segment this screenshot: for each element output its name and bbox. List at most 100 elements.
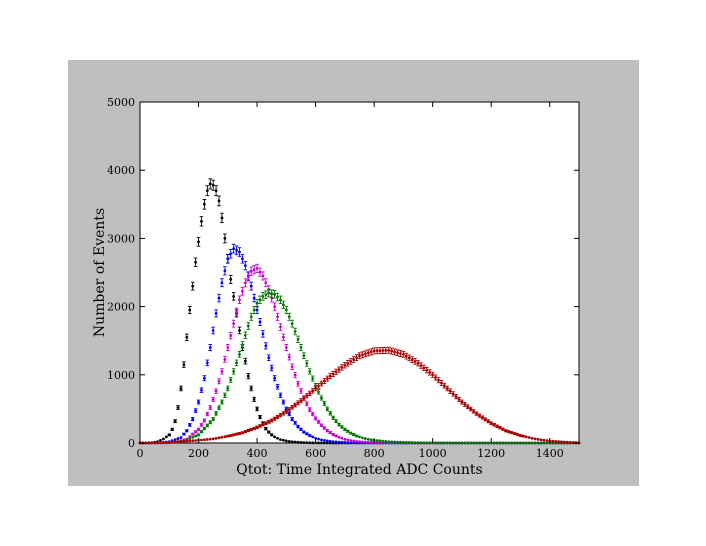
series-3-point	[457, 441, 461, 445]
series-4-point	[252, 426, 256, 431]
series-2-point	[305, 401, 309, 407]
series-4-point	[305, 393, 309, 399]
series-3-point	[348, 431, 353, 435]
series-3-point	[193, 434, 198, 438]
series-1-point	[249, 281, 254, 291]
series-2-point	[214, 388, 218, 394]
series-4-point	[316, 383, 321, 389]
plot-area	[139, 101, 580, 444]
series-0-point	[205, 185, 210, 197]
y-axis-label: Number of Events	[92, 208, 108, 337]
series-1-point	[275, 383, 280, 390]
series-4-point	[430, 371, 435, 378]
series-2-point	[361, 440, 364, 444]
series-4-point	[521, 434, 526, 438]
series-2-point	[231, 319, 236, 328]
series-1-point	[237, 247, 242, 257]
series-0-point	[255, 406, 259, 412]
series-4-point	[179, 440, 183, 443]
series-3-point	[533, 441, 537, 445]
series-3-point	[454, 441, 458, 445]
series-3-point	[275, 292, 280, 302]
series-4-point	[287, 407, 292, 412]
series-4-point	[343, 362, 347, 369]
series-3-point	[437, 441, 440, 445]
series-4-point	[162, 441, 165, 444]
series-4-point	[144, 441, 148, 445]
series-3-point	[205, 423, 210, 428]
series-1-point	[287, 411, 292, 417]
series-4-point	[182, 439, 186, 443]
series-1-point	[240, 254, 245, 264]
series-4-point	[319, 380, 324, 387]
series-3-point	[281, 300, 286, 310]
series-3-point	[299, 344, 303, 352]
series-0-point	[264, 427, 268, 431]
series-4-point	[413, 358, 417, 365]
series-1-point	[269, 364, 274, 372]
series-2-point	[310, 411, 315, 417]
series-3-point	[305, 360, 309, 367]
series-2-point	[252, 265, 256, 275]
series-4-point	[293, 402, 297, 408]
series-3-point	[419, 441, 423, 445]
series-2-point	[208, 405, 213, 410]
series-4-point	[156, 441, 159, 444]
series-3-point	[325, 406, 330, 412]
series-2-point	[340, 436, 344, 440]
series-4-point	[477, 413, 482, 418]
series-0-point	[196, 236, 201, 247]
series-0-point	[220, 212, 224, 224]
series-3-point	[249, 312, 254, 321]
series-2-point	[316, 419, 321, 424]
series-3-point	[217, 405, 221, 411]
series-1-point	[328, 439, 332, 443]
series-3-point	[188, 437, 192, 440]
series-1-point	[281, 399, 286, 405]
series-1-point	[278, 392, 283, 398]
series-0-point	[199, 216, 204, 227]
series-4-point	[328, 373, 333, 380]
series-4-point	[310, 388, 315, 394]
series-3-point	[319, 395, 324, 401]
series-2-point	[199, 423, 204, 427]
series-0-point	[164, 435, 168, 439]
series-0-point	[243, 357, 248, 365]
series-3-point	[460, 441, 464, 445]
series-4-point	[560, 440, 563, 444]
series-3-point	[228, 376, 233, 383]
series-4-point	[313, 385, 318, 392]
series-4-point	[296, 400, 300, 406]
series-3-point	[413, 441, 417, 444]
series-4-point	[194, 439, 198, 442]
series-1-point	[196, 399, 201, 405]
series-3-point	[448, 441, 452, 445]
series-0-point	[308, 441, 312, 445]
series-3-point	[243, 331, 248, 339]
series-1-point	[226, 254, 230, 264]
series-3-point	[202, 426, 207, 431]
series-4-point	[278, 413, 283, 418]
series-1-point	[317, 437, 320, 441]
series-1-point	[331, 440, 335, 444]
series-1-point	[307, 434, 312, 437]
series-3-point	[483, 441, 487, 445]
series-2-point	[220, 368, 224, 375]
series-4-point	[398, 350, 403, 357]
series-2-point	[363, 440, 367, 444]
series-0-point	[249, 385, 254, 392]
series-3-point	[498, 441, 502, 445]
series-0-point	[258, 415, 262, 420]
series-1-point	[211, 326, 215, 335]
series-1-point	[223, 266, 227, 276]
series-0-point	[302, 441, 306, 444]
series-1-point	[214, 309, 218, 318]
series-4-point	[228, 434, 233, 437]
series-1-point	[220, 278, 224, 288]
series-4-point	[159, 441, 162, 444]
series-4-point	[261, 422, 265, 427]
series-3-point	[542, 441, 546, 445]
series-4-point	[240, 431, 245, 435]
series-1-point	[187, 423, 192, 427]
x-tick-label-6: 1200	[477, 447, 505, 460]
